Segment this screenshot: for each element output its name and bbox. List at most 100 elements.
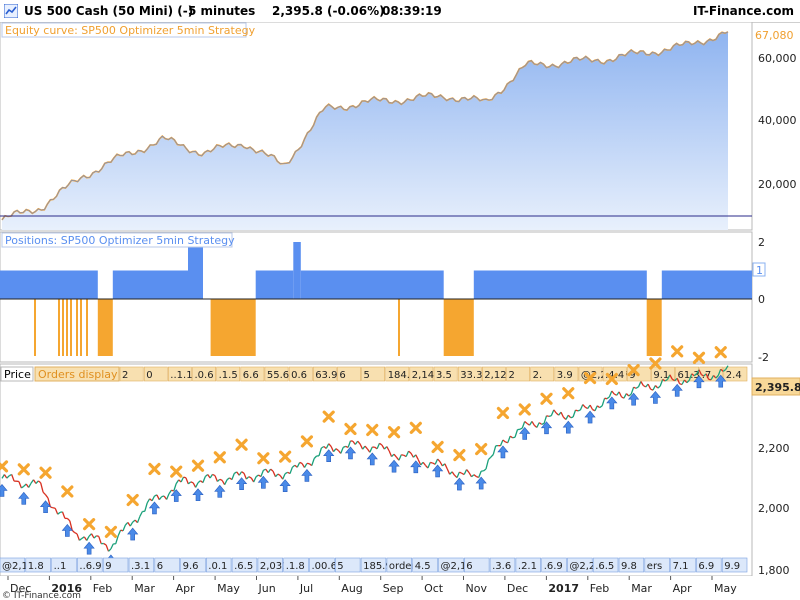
buy-order-marker — [562, 420, 574, 434]
buy-order-marker — [606, 396, 618, 410]
buy-order-marker — [235, 477, 248, 491]
price-segment — [550, 409, 555, 416]
order-label-box — [554, 366, 579, 382]
order-label-box — [438, 557, 464, 573]
order-label: 2 — [509, 370, 515, 381]
price-segment — [577, 409, 581, 412]
x-tick-label: Sep — [383, 582, 404, 595]
price-segment — [313, 455, 318, 459]
short-position-bar — [398, 299, 400, 356]
sell-order-marker — [649, 357, 662, 370]
sell-order-marker — [61, 485, 74, 498]
short-position-bar — [97, 299, 113, 356]
buy-order-marker — [693, 375, 705, 389]
price-segment — [241, 471, 245, 474]
equity-ytick: 60,000 — [758, 52, 797, 65]
price-segment — [6, 475, 10, 479]
price-ytick: 1,800 — [758, 564, 790, 577]
price-segment — [52, 507, 56, 509]
price-segment — [18, 481, 23, 489]
price-segment — [28, 482, 32, 488]
chart-canvas[interactable]: Equity curve: SP500 Optimizer 5min Strat… — [0, 22, 800, 600]
x-tick-label: 2017 — [548, 582, 579, 595]
price-segment — [224, 479, 228, 485]
price-segment — [579, 404, 584, 411]
price-segment — [61, 511, 66, 519]
order-labels-bottom: @2,193.01.8..1..6.99.3.169.6.0.1.6.52,03… — [0, 557, 748, 573]
order-label: 9.9 — [724, 561, 740, 572]
price-panel-title: Price — [4, 368, 31, 381]
x-tick-label: Mar — [134, 582, 155, 595]
timeframe-label[interactable]: 5 minutes — [188, 4, 256, 18]
buy-order-marker — [214, 484, 226, 498]
order-label: 2.4 — [726, 370, 742, 381]
order-label: .2.1 — [518, 561, 537, 572]
price-segment — [502, 439, 506, 443]
order-label-box — [154, 557, 180, 573]
price-segment — [637, 381, 642, 388]
equity-area — [2, 31, 728, 230]
price-segment — [499, 439, 504, 446]
sell-order-marker — [387, 426, 401, 439]
order-label: 9 — [105, 561, 111, 572]
order-label-box — [361, 366, 386, 382]
price-segment — [669, 374, 673, 380]
clock-time: 08:39:19 — [382, 4, 442, 18]
x-tick-label: Aug — [341, 582, 362, 595]
price-segment — [640, 381, 644, 386]
price-segment — [197, 480, 201, 484]
buy-order-marker — [279, 479, 291, 492]
x-tick-label: Jun — [258, 582, 276, 595]
price-segment — [168, 489, 172, 495]
sell-order-marker — [496, 406, 510, 420]
order-label: .0.1 — [208, 561, 227, 572]
sell-order-marker — [191, 459, 205, 472]
price-segment — [110, 543, 114, 550]
price-segment — [311, 458, 315, 466]
price-segment — [54, 507, 59, 515]
buy-order-marker — [257, 475, 270, 489]
price-segment — [301, 463, 306, 468]
orders-display-title[interactable]: Orders display — [38, 368, 118, 381]
instrument-name: US 500 Cash (50 Mini) (-) — [24, 4, 194, 18]
order-label: .1.5 — [219, 370, 238, 381]
x-tick-label: Apr — [673, 582, 693, 595]
order-label: .6.5 — [595, 561, 614, 572]
buy-order-marker — [627, 392, 640, 406]
price-segment — [459, 471, 463, 474]
short-position-bar — [80, 299, 82, 356]
order-label: 6 — [466, 561, 472, 572]
price-segment — [466, 469, 470, 474]
price-segment — [11, 474, 15, 482]
order-label: 9.1 — [653, 370, 669, 381]
price-segment — [86, 535, 90, 541]
price-segment — [681, 379, 685, 385]
positions-ytick: 0 — [758, 293, 765, 306]
price-segment — [175, 479, 180, 484]
price-segment — [105, 544, 110, 552]
price-segment — [195, 482, 199, 488]
x-tick-label: Apr — [176, 582, 196, 595]
order-label-box — [412, 557, 438, 573]
order-label: 6 — [339, 370, 345, 381]
price-segment — [483, 468, 487, 472]
order-label: 0.6 — [291, 370, 307, 381]
buy-order-marker — [497, 445, 509, 459]
price-segment — [187, 481, 192, 485]
order-markers — [0, 345, 727, 568]
sell-order-marker — [39, 466, 52, 479]
price-segment — [90, 533, 95, 539]
sell-order-marker — [453, 449, 466, 462]
buy-order-marker — [127, 527, 139, 541]
price-segment — [715, 375, 719, 379]
price-segment — [318, 447, 323, 456]
sell-order-marker — [104, 525, 117, 539]
order-label: 2 — [122, 370, 128, 381]
order-label-box — [592, 557, 619, 573]
price-segment — [512, 436, 516, 439]
short-position-bar — [102, 299, 104, 356]
price-segment — [37, 480, 42, 484]
sell-order-marker — [257, 452, 270, 465]
instrument-icon[interactable] — [4, 4, 18, 18]
order-label: 55.6 — [267, 370, 289, 381]
